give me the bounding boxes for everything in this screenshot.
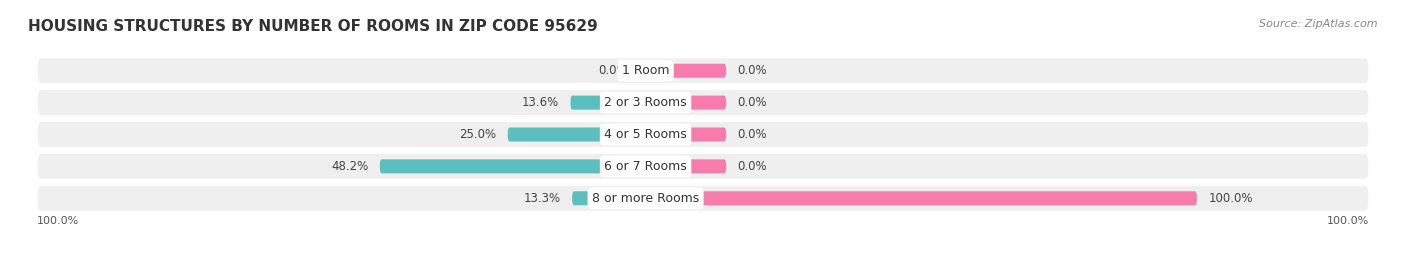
Text: Source: ZipAtlas.com: Source: ZipAtlas.com: [1260, 19, 1378, 29]
FancyBboxPatch shape: [643, 191, 1197, 205]
Text: 0.0%: 0.0%: [738, 96, 768, 109]
Text: 13.3%: 13.3%: [523, 192, 561, 205]
FancyBboxPatch shape: [508, 128, 650, 141]
FancyBboxPatch shape: [572, 191, 650, 205]
FancyBboxPatch shape: [37, 58, 1369, 84]
FancyBboxPatch shape: [37, 121, 1369, 148]
Text: 100.0%: 100.0%: [1208, 192, 1253, 205]
FancyBboxPatch shape: [643, 128, 725, 141]
FancyBboxPatch shape: [37, 57, 1369, 84]
Text: 0.0%: 0.0%: [738, 128, 768, 141]
FancyBboxPatch shape: [571, 95, 650, 110]
FancyBboxPatch shape: [380, 159, 650, 174]
FancyBboxPatch shape: [643, 159, 725, 174]
FancyBboxPatch shape: [37, 153, 1369, 180]
FancyBboxPatch shape: [37, 185, 1369, 212]
FancyBboxPatch shape: [37, 89, 1369, 116]
FancyBboxPatch shape: [37, 121, 1369, 148]
FancyBboxPatch shape: [643, 64, 725, 78]
Text: 0.0%: 0.0%: [738, 64, 768, 77]
Text: 100.0%: 100.0%: [37, 215, 79, 226]
Text: 0.0%: 0.0%: [738, 160, 768, 173]
Text: 25.0%: 25.0%: [460, 128, 496, 141]
Text: 0.0%: 0.0%: [599, 64, 628, 77]
FancyBboxPatch shape: [37, 185, 1369, 211]
Text: 6 or 7 Rooms: 6 or 7 Rooms: [605, 160, 688, 173]
FancyBboxPatch shape: [37, 89, 1369, 116]
Text: 13.6%: 13.6%: [522, 96, 560, 109]
Text: 1 Room: 1 Room: [621, 64, 669, 77]
FancyBboxPatch shape: [37, 153, 1369, 180]
Text: 4 or 5 Rooms: 4 or 5 Rooms: [605, 128, 688, 141]
FancyBboxPatch shape: [643, 95, 725, 110]
Text: 2 or 3 Rooms: 2 or 3 Rooms: [605, 96, 688, 109]
Text: 8 or more Rooms: 8 or more Rooms: [592, 192, 699, 205]
Text: 48.2%: 48.2%: [332, 160, 368, 173]
Text: HOUSING STRUCTURES BY NUMBER OF ROOMS IN ZIP CODE 95629: HOUSING STRUCTURES BY NUMBER OF ROOMS IN…: [28, 19, 598, 34]
Text: 100.0%: 100.0%: [1327, 215, 1369, 226]
